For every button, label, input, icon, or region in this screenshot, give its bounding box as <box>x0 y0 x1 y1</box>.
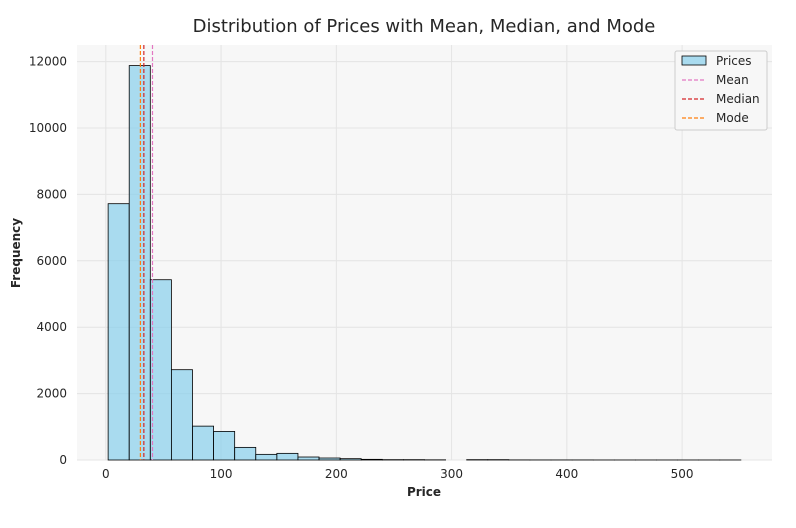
histogram-bar <box>297 456 320 461</box>
legend-label-prices: Prices <box>716 54 752 68</box>
histogram-bar <box>339 458 362 461</box>
histogram-bar <box>255 453 278 461</box>
legend-swatch-prices <box>681 55 707 66</box>
x-tick-label: 400 <box>555 467 578 481</box>
legend: Prices Mean Median Mode <box>674 50 768 131</box>
y-tick-labels: 0 2000 4000 6000 8000 10000 12000 <box>29 55 67 467</box>
y-tick-label: 0 <box>59 453 67 467</box>
y-tick-label: 2000 <box>36 387 67 401</box>
histogram-bar <box>276 452 299 461</box>
x-tick-label: 300 <box>440 467 463 481</box>
histogram-bar <box>192 425 214 461</box>
histogram-bar <box>128 65 151 461</box>
x-tick-labels: 0 100 200 300 400 500 <box>102 467 694 481</box>
histogram-bar <box>213 431 236 461</box>
x-axis-label: Price <box>407 485 441 499</box>
y-axis-label: Frequency <box>9 218 23 288</box>
histogram-bar <box>234 446 257 461</box>
legend-box <box>674 50 768 131</box>
histogram-bar <box>107 203 130 461</box>
legend-label-median: Median <box>716 92 760 106</box>
y-tick-label: 6000 <box>36 254 67 268</box>
x-tick-label: 200 <box>325 467 348 481</box>
x-tick-label: 0 <box>102 467 110 481</box>
y-tick-label: 8000 <box>36 187 67 201</box>
legend-label-mode: Mode <box>716 111 749 125</box>
histogram-bar <box>360 458 383 461</box>
legend-label-mean: Mean <box>716 73 749 87</box>
histogram-bar <box>149 279 172 461</box>
x-tick-label: 100 <box>210 467 233 481</box>
reference-lines <box>139 45 154 460</box>
y-tick-label: 12000 <box>29 55 67 69</box>
chart-title: Distribution of Prices with Mean, Median… <box>193 16 656 37</box>
y-tick-label: 10000 <box>29 121 67 135</box>
histogram-bars <box>107 65 742 461</box>
histogram-bar <box>170 369 193 461</box>
x-tick-label: 500 <box>671 467 694 481</box>
y-tick-label: 4000 <box>36 320 67 334</box>
histogram-bar <box>318 457 341 461</box>
